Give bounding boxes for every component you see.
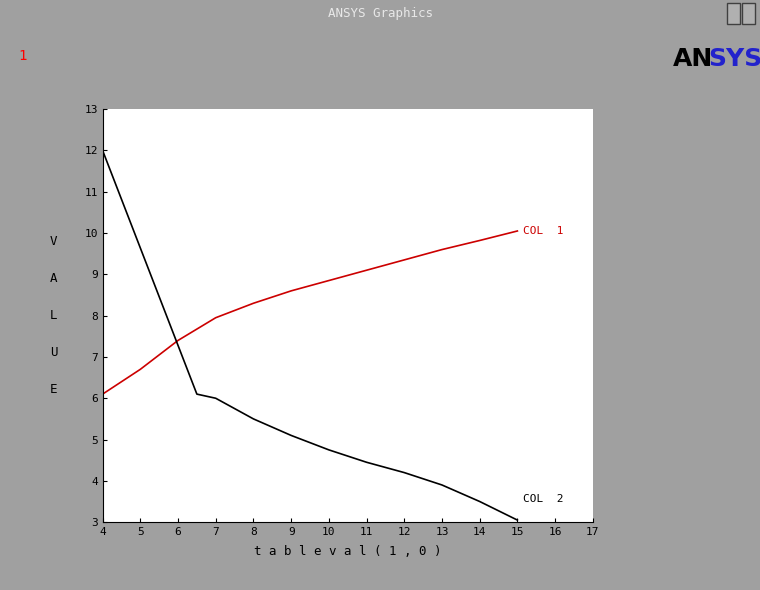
X-axis label: t a b l e v a l ( 1 , 0 ): t a b l e v a l ( 1 , 0 ) xyxy=(254,545,442,558)
Text: 1: 1 xyxy=(19,49,27,63)
Text: V: V xyxy=(50,235,57,248)
Bar xyxy=(727,3,740,24)
Text: U: U xyxy=(50,346,57,359)
Text: COL  2: COL 2 xyxy=(523,494,564,504)
Text: AN: AN xyxy=(673,47,713,71)
Bar xyxy=(742,3,755,24)
Text: SYS: SYS xyxy=(708,47,760,71)
Text: L: L xyxy=(50,309,57,322)
Text: E: E xyxy=(50,384,57,396)
Text: ANSYS Graphics: ANSYS Graphics xyxy=(328,7,432,20)
Text: COL  1: COL 1 xyxy=(523,226,564,236)
Text: A: A xyxy=(50,272,57,285)
